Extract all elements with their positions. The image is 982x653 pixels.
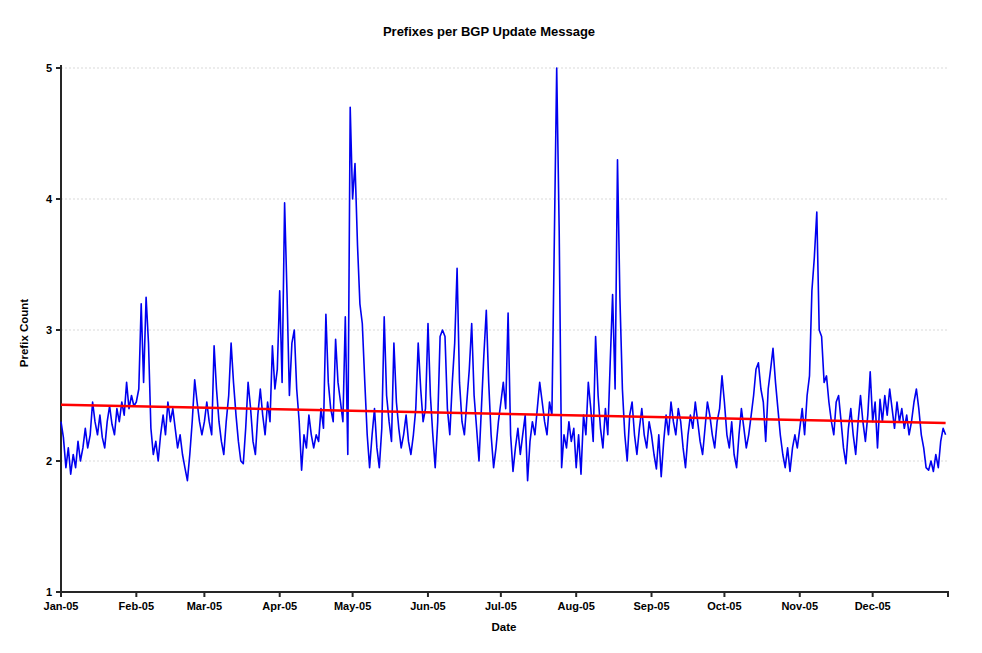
x-tick-label-Jan-05: Jan-05 bbox=[44, 600, 79, 612]
y-tick-label-4: 4 bbox=[46, 193, 53, 205]
x-tick-label-May-05: May-05 bbox=[334, 600, 371, 612]
series-daily-prefix-count bbox=[61, 68, 946, 481]
bgp-update-chart-page: Prefixes per BGP Update Message Prefix C… bbox=[0, 0, 982, 653]
y-tick-label-5: 5 bbox=[46, 62, 52, 74]
x-tick-label-Feb-05: Feb-05 bbox=[119, 600, 154, 612]
plot-area: 1 2 3 4 5 Jan-05 Feb-05 Mar-05 Apr-05 May-05 Jun-0… bbox=[44, 62, 949, 612]
x-tick-label-Oct-05: Oct-05 bbox=[707, 600, 741, 612]
x-tick-label-Dec-05: Dec-05 bbox=[855, 600, 891, 612]
x-tick-label-Jun-05: Jun-05 bbox=[410, 600, 445, 612]
y-tick-label-1: 1 bbox=[46, 586, 52, 598]
y-axis-title: Prefix Count bbox=[18, 299, 30, 368]
y-tick-label-2: 2 bbox=[46, 455, 52, 467]
x-tick-label-Apr-05: Apr-05 bbox=[262, 600, 297, 612]
y-tick-label-3: 3 bbox=[46, 324, 52, 336]
chart-title: Prefixes per BGP Update Message bbox=[383, 24, 595, 39]
x-tick-label-Mar-05: Mar-05 bbox=[187, 600, 222, 612]
prefixes-per-bgp-update-chart: Prefixes per BGP Update Message Prefix C… bbox=[0, 0, 982, 653]
x-tick-label-Nov-05: Nov-05 bbox=[781, 600, 818, 612]
x-tick-label-Jul-05: Jul-05 bbox=[485, 600, 517, 612]
x-tick-label-Sep-05: Sep-05 bbox=[633, 600, 669, 612]
x-axis-title: Date bbox=[492, 621, 517, 633]
x-tick-label-Aug-05: Aug-05 bbox=[558, 600, 595, 612]
series-linear-trend bbox=[61, 405, 946, 423]
